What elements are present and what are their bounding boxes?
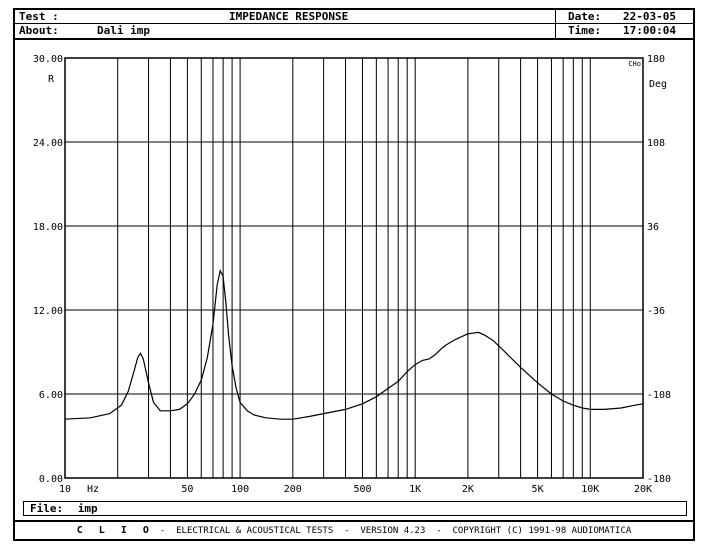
header-row-test: Test : IMPEDANCE RESPONSE Date: 22-03-05 [15,10,693,24]
x-tick-label: 100 [231,484,249,495]
time-label: Time: [568,24,602,37]
date-value: 22-03-05 [623,10,676,23]
y-tick-label: 12.00 [33,306,63,317]
y-axis-unit: R [48,74,55,85]
date-label: Date: [568,10,602,23]
y2-tick-label: 180 [647,54,665,65]
footer-bar: C L I O - ELECTRICAL & ACOUSTICAL TESTS -… [15,520,693,541]
time-value: 17:00:04 [623,24,676,37]
plot-area-border [64,57,644,479]
footer-text: - ELECTRICAL & ACOUSTICAL TESTS - VERSIO… [159,526,632,536]
channel-label: CHo [628,60,641,68]
y-tick-label: 0.00 [39,474,63,485]
about-value: Dali imp [97,24,150,37]
clio-brand: C L I O [76,525,154,536]
y-tick-label: 6.00 [39,390,63,401]
file-box: File: imp [23,501,687,516]
y-tick-label: 24.00 [33,138,63,149]
x-tick-label: 500 [353,484,371,495]
test-label: Test : [19,10,59,23]
report-header: Test : IMPEDANCE RESPONSE Date: 22-03-05… [15,10,693,40]
x-tick-label: 2K [462,484,474,495]
y2-tick-label: 36 [647,222,659,233]
y2-tick-label: -180 [647,474,671,485]
y2-tick-label: 108 [647,138,665,149]
y-tick-label: 18.00 [33,222,63,233]
y2-tick-label: -36 [647,306,665,317]
file-label: File: [30,502,64,515]
y-tick-label: 30.00 [33,54,63,65]
impedance-curve [64,269,644,420]
x-axis-unit: Hz [87,484,99,495]
x-tick-label: 200 [284,484,302,495]
x-tick-label: 20K [634,484,652,495]
x-tick-label: 50 [181,484,193,495]
header-row-about: About: Dali imp Time: 17:00:04 [15,24,693,37]
x-tick-label: 10K [581,484,599,495]
x-tick-label: 5K [532,484,544,495]
header-divider [555,10,556,38]
about-label: About: [19,24,59,37]
y2-axis-unit: Deg [649,79,667,90]
file-name: imp [77,502,98,515]
x-tick-label: 1K [409,484,421,495]
clio-report-frame: Test : IMPEDANCE RESPONSE Date: 22-03-05… [13,8,695,541]
chart-title: IMPEDANCE RESPONSE [229,10,349,23]
y2-tick-label: -108 [647,390,671,401]
x-tick-label: 10 [59,484,71,495]
